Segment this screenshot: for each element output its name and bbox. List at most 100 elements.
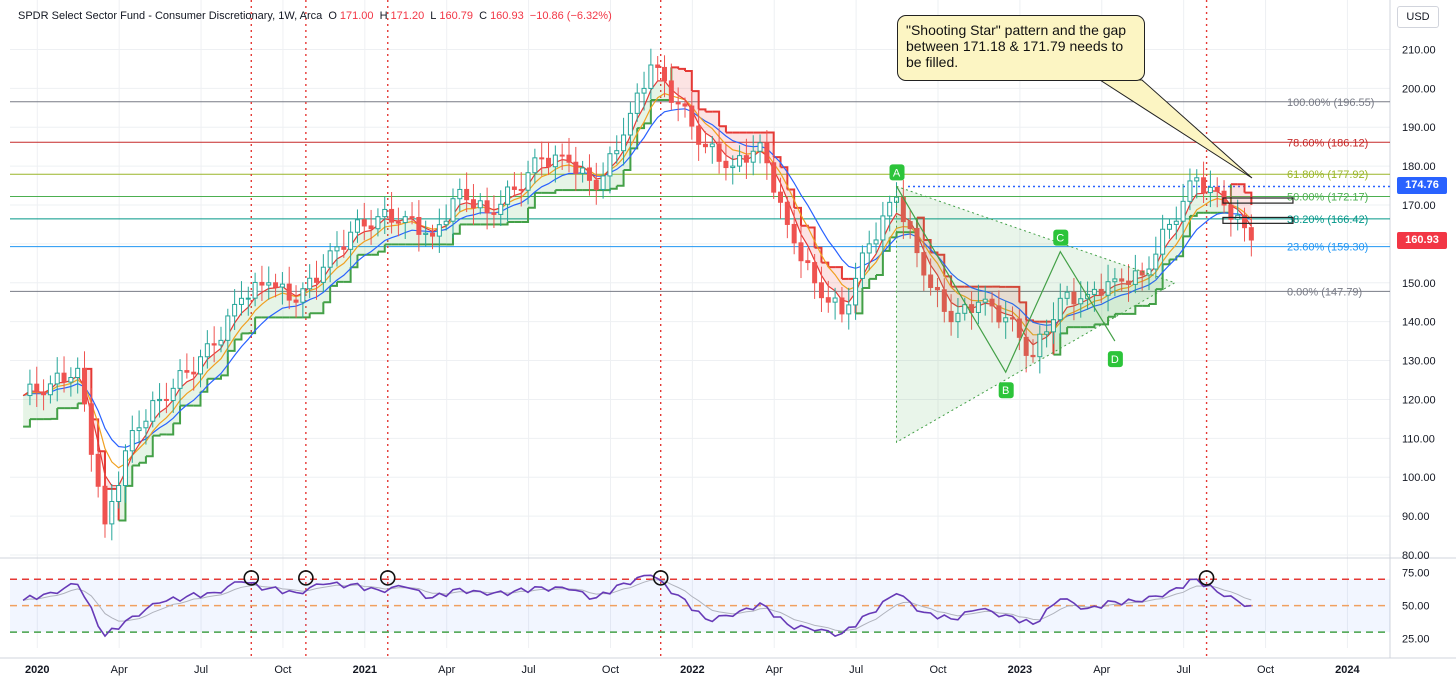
candle-body xyxy=(96,454,100,486)
candle-body xyxy=(35,384,39,392)
candle-body xyxy=(42,392,46,395)
time-tick-label: Jul xyxy=(522,664,536,676)
stop-band-fill xyxy=(644,90,651,123)
high-label: H xyxy=(380,10,388,22)
candle-body xyxy=(362,220,366,226)
candle-body xyxy=(785,202,789,224)
rsi-tick-label: 75.00 xyxy=(1402,568,1430,580)
candle-body xyxy=(451,199,455,222)
candle-body xyxy=(703,144,707,146)
time-tick-label: Jul xyxy=(194,664,208,676)
candle-body xyxy=(431,233,435,236)
pattern-point-label: C xyxy=(1056,233,1064,245)
candle-body xyxy=(199,357,203,374)
candle-body xyxy=(526,173,530,190)
candle-body xyxy=(1167,224,1171,229)
candle-body xyxy=(690,106,694,126)
stop-band-fill xyxy=(392,220,399,244)
candle-body xyxy=(308,278,312,288)
time-tick-label: 2020 xyxy=(25,664,49,676)
candle-body xyxy=(854,278,858,305)
candle-body xyxy=(376,217,380,229)
candle-body xyxy=(403,217,407,223)
stop-band-fill xyxy=(1210,191,1217,213)
candle-body xyxy=(574,162,578,173)
candle-body xyxy=(547,158,551,166)
callout-note: "Shooting Star" pattern and the gap betw… xyxy=(897,15,1145,81)
candle-body xyxy=(233,304,237,315)
candle-body xyxy=(553,155,557,167)
price-tick-label: 120.00 xyxy=(1402,394,1436,406)
candle-body xyxy=(765,143,769,163)
candle-body xyxy=(649,65,653,88)
candle-body xyxy=(581,168,585,173)
low-value: 160.79 xyxy=(439,10,473,22)
symbol-title: SPDR Select Sector Fund - Consumer Discr… xyxy=(18,10,322,22)
candle-body xyxy=(813,263,817,283)
candle-body xyxy=(192,372,196,374)
candle-body xyxy=(444,221,448,224)
stop-band-fill xyxy=(241,307,248,333)
rsi-tick-label: 50.00 xyxy=(1402,601,1430,613)
candle-body xyxy=(833,298,837,302)
currency-button[interactable]: USD xyxy=(1397,6,1439,28)
candle-body xyxy=(512,187,516,189)
stop-band-fill xyxy=(460,203,467,225)
high-value: 171.20 xyxy=(391,10,425,22)
candle-body xyxy=(1249,228,1253,240)
price-tick-label: 180.00 xyxy=(1402,161,1436,173)
candle-body xyxy=(83,368,87,403)
candle-body xyxy=(888,202,892,216)
callout-pointer xyxy=(1100,80,1252,178)
price-tick-label: 80.00 xyxy=(1402,550,1430,562)
candle-body xyxy=(540,158,544,159)
pattern-point-label: B xyxy=(1002,385,1009,397)
candle-body xyxy=(349,232,353,249)
candle-body xyxy=(499,204,503,214)
time-tick-label: Apr xyxy=(111,664,128,676)
candle-body xyxy=(321,267,325,282)
close-value: 160.93 xyxy=(490,10,524,22)
candle-body xyxy=(663,67,667,81)
candle-body xyxy=(178,371,182,389)
candle-body xyxy=(1174,221,1178,224)
candle-body xyxy=(628,113,632,135)
time-tick-label: Oct xyxy=(929,664,946,676)
candle-body xyxy=(76,368,80,377)
candle-body xyxy=(567,155,571,162)
time-tick-label: Apr xyxy=(766,664,783,676)
candle-body xyxy=(1208,187,1212,192)
candle-body xyxy=(280,284,284,287)
candle-body xyxy=(355,220,359,232)
price-tick-label: 150.00 xyxy=(1402,278,1436,290)
candle-body xyxy=(731,166,735,167)
candle-body xyxy=(758,143,762,151)
stop-band-fill xyxy=(276,286,283,317)
time-tick-label: Jul xyxy=(849,664,863,676)
low-label: L xyxy=(430,10,436,22)
stop-band-fill xyxy=(37,391,44,419)
candle-body xyxy=(683,104,687,106)
candle-body xyxy=(260,282,264,285)
candle-body xyxy=(594,180,598,189)
candle-body xyxy=(751,151,755,162)
candle-body xyxy=(390,209,394,222)
candle-body xyxy=(1188,181,1192,201)
candle-body xyxy=(48,384,52,395)
fib-level-label: 50.00% (172.17) xyxy=(1287,192,1368,204)
candle-body xyxy=(1161,229,1165,254)
pattern-point-label: A xyxy=(893,167,901,179)
candle-body xyxy=(772,163,776,192)
candle-body xyxy=(622,135,626,151)
candle-body xyxy=(724,161,728,167)
price-tick-label: 110.00 xyxy=(1402,433,1435,445)
candle-body xyxy=(519,189,523,190)
time-tick-label: Apr xyxy=(1093,664,1110,676)
candle-body xyxy=(656,65,660,67)
price-tick-label: 140.00 xyxy=(1402,317,1436,329)
candle-body xyxy=(1215,187,1219,191)
candle-body xyxy=(697,126,701,144)
candle-body xyxy=(492,213,496,215)
